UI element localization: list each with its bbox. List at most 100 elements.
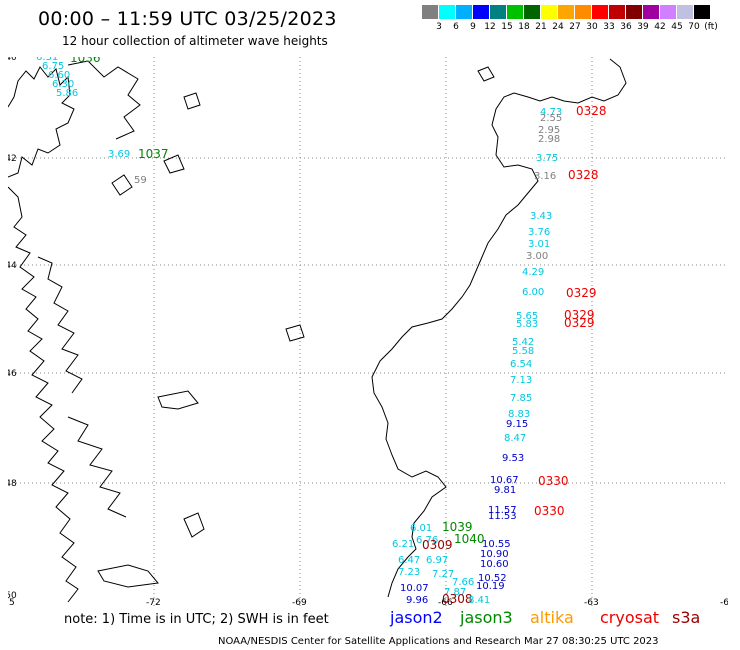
wave-height-label: 11.53 [488, 511, 517, 522]
scale-swatch [456, 5, 473, 19]
wave-height-label: 10.67 [490, 475, 519, 486]
scale-swatch [643, 5, 660, 19]
scale-label: 24 [552, 22, 564, 32]
wave-height-label: 6.00 [522, 287, 544, 298]
scale-swatch [660, 5, 677, 19]
wave-height-label: 7.85 [510, 393, 532, 404]
longitude-labels: -75 -72 -69 -66 -63 -60 [8, 598, 728, 607]
footer-credits: NOAA/NESDIS Center for Satellite Applica… [218, 636, 659, 647]
wave-height-label: 6.54 [510, 359, 532, 370]
wave-height-label: 0330 [538, 474, 569, 488]
scale-swatch [558, 5, 575, 19]
wave-height-label: 7.13 [510, 375, 532, 386]
chile-coastline [8, 60, 305, 603]
tierra-lake [97, 564, 159, 588]
latitude-label: -48 [8, 479, 17, 489]
scale-label: 18 [518, 22, 530, 32]
wave-height-label: 7.27 [432, 569, 454, 580]
fjords-south [67, 416, 127, 518]
scale-label: 39 [637, 22, 649, 32]
scale-swatch [626, 5, 643, 19]
wave-height-label: 6.97 [426, 555, 448, 566]
southern-chile-coast [8, 186, 79, 603]
scale-label: 3 [436, 22, 442, 32]
lake-1 [111, 174, 133, 196]
wave-height-label: 10.19 [476, 581, 505, 592]
wave-height-label: 0329 [564, 316, 595, 330]
wave-height-label: 6.30 [52, 79, 74, 90]
wave-height-label: 10.60 [480, 559, 509, 570]
scale-swatch [575, 5, 592, 19]
wave-height-label: 1036 [70, 57, 101, 65]
scale-swatch [439, 5, 456, 19]
wave-height-label: 0309 [422, 538, 453, 552]
scale-swatch [592, 5, 609, 19]
latitude-label: -40 [8, 57, 17, 63]
scale-swatch [694, 5, 711, 19]
wave-height-label: 9.53 [502, 453, 524, 464]
longitude-label: -63 [584, 598, 599, 607]
latitude-label: -42 [8, 154, 17, 164]
scale-swatch [541, 5, 558, 19]
wave-height-label: 0330 [534, 504, 565, 518]
scale-swatch [473, 5, 490, 19]
scale-label: 70 [688, 22, 700, 32]
scale-label: 12 [484, 22, 496, 32]
wave-height-label: 6.75 [42, 61, 64, 72]
scale-swatch [507, 5, 524, 19]
wave-height-label: 3.75 [536, 153, 558, 164]
wave-height-label: 3.69 [108, 149, 130, 160]
wave-height-label: 3.43 [530, 211, 552, 222]
legend-cryosat: cryosat [600, 608, 660, 627]
longitude-label: -60 [720, 598, 728, 607]
chart-subtitle: 12 hour collection of altimeter wave hei… [62, 34, 328, 48]
latitude-label: -46 [8, 369, 17, 379]
wave-height-labels: 6.316.756.606.305.86103610373.69594.732.… [36, 57, 607, 606]
legend-jason3: jason3 [460, 608, 513, 627]
wave-height-label: 11.57 [488, 505, 517, 516]
wave-height-label: 1037 [138, 147, 169, 161]
wave-height-label: 8.47 [504, 433, 526, 444]
legend-s3a: s3a [672, 608, 701, 627]
northern-lakes [67, 60, 141, 140]
color-scale-swatches [422, 5, 711, 19]
inner-channels [37, 256, 83, 394]
lake-4 [285, 324, 305, 342]
lake-5 [157, 390, 199, 410]
wave-height-label: 7.66 [452, 577, 474, 588]
peninsula-valdes-lake [477, 66, 495, 82]
altimeter-map: -40 -42 -44 -46 -48 -50 -75 -72 -69 -66 -63 -60 6.… [8, 57, 728, 607]
scale-label: 6 [453, 22, 459, 32]
wave-height-label: 8.41 [468, 595, 490, 606]
chart-title: 00:00 – 11:59 UTC 03/25/2023 [38, 8, 337, 30]
wave-height-label: 59 [134, 175, 147, 186]
scale-swatch [609, 5, 626, 19]
wave-height-label: 3.01 [528, 239, 550, 250]
wave-height-label: 6.21 [392, 539, 414, 550]
wave-height-label: 0308 [442, 592, 473, 606]
wave-height-label: 6.47 [398, 555, 420, 566]
scale-swatch [524, 5, 541, 19]
wave-height-label: 9.15 [506, 419, 528, 430]
latitude-labels: -40 -42 -44 -46 -48 -50 [8, 57, 17, 601]
wave-height-label: 5.83 [516, 319, 538, 330]
wave-height-label: 4.73 [540, 107, 562, 118]
chiloe-coast [8, 66, 75, 178]
latitude-label: -50 [8, 591, 17, 601]
wave-height-label: 10.07 [400, 583, 429, 594]
wave-height-label: 6.01 [410, 523, 432, 534]
scale-swatch [422, 5, 439, 19]
wave-height-label: 9.96 [406, 595, 428, 606]
wave-height-label: 9.81 [494, 485, 516, 496]
longitude-label: -75 [8, 598, 15, 607]
wave-height-label: 5.65 [516, 311, 538, 322]
scale-label: 33 [603, 22, 615, 32]
longitude-label: -72 [146, 598, 161, 607]
scale-label: 9 [470, 22, 476, 32]
wave-height-color-scale: 3 6 9 12 15 18 21 24 27 30 33 36 39 42 45 70 (ft) [422, 5, 718, 33]
wave-height-label: 2.95 [538, 125, 560, 136]
map-gridlines [8, 57, 728, 607]
wave-height-label: 4.29 [522, 267, 544, 278]
wave-height-label: 0329 [564, 308, 595, 322]
patagonia-coast [371, 58, 627, 598]
